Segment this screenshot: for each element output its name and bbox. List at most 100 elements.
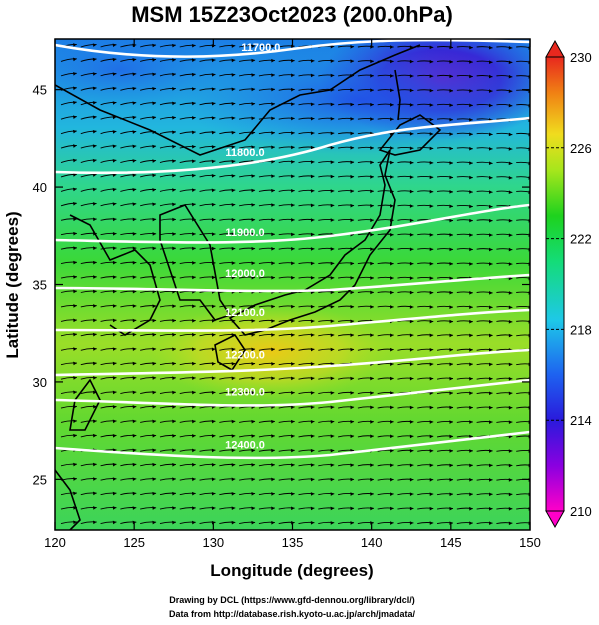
wind-arrow [397,290,414,295]
y-tick-label: 40 [33,180,47,195]
wind-arrow [159,434,176,438]
wind-arrow-head [489,218,493,223]
wind-arrow-head [350,434,355,439]
wind-arrow-head [469,348,473,352]
wind-arrow [159,318,176,323]
wind-arrow [456,103,473,108]
wind-arrow [417,161,434,165]
wind-arrow [298,376,315,381]
wind-arrow [278,87,295,92]
wind-arrow [337,492,355,496]
wind-arrow-head [271,477,275,482]
wind-arrow-shaft [516,277,530,279]
wind-arrow-head [449,333,454,338]
wind-arrow-head [390,290,394,295]
wind-arrow [239,362,256,366]
wind-arrow [239,116,256,121]
wind-arrow-head [271,304,275,309]
wind-arrow [258,174,275,179]
wind-arrow [60,491,77,496]
wind-arrow-head [73,260,77,265]
wind-arrow-head [310,434,315,439]
wind-arrow [60,361,77,366]
wind-arrow-head [271,448,275,453]
wind-arrow-head [488,204,493,209]
wind-arrow-head [73,390,77,395]
wind-arrow-head [489,362,493,367]
wind-arrow-head [508,60,513,65]
wind-arrow [318,506,335,511]
wind-arrow-head [390,232,394,237]
wind-arrow-head [350,405,355,410]
wind-arrow-head [429,347,434,352]
wind-arrow-head [211,376,216,381]
wind-arrow [417,204,434,208]
wind-arrow [239,347,256,352]
wind-arrow [357,506,374,511]
wind-arrow [476,175,493,180]
wind-arrow [436,88,454,93]
wind-arrow [397,204,414,208]
wind-arrow [436,333,454,338]
wind-arrow-head [172,101,176,106]
wind-arrow-head [390,117,394,122]
wind-arrow-head [310,463,315,467]
wind-arrow-head [172,130,176,135]
wind-arrow-head [291,492,295,496]
wind-arrow-head [73,304,77,308]
wind-arrow-head [489,291,493,295]
wind-arrow-head [330,131,335,136]
wind-arrow-head [112,376,117,380]
colorbar-ticks: 230 226 222 218 214 210 [546,50,592,519]
wind-arrow-head [469,74,473,79]
wind-arrow [159,43,176,48]
wind-arrow [140,188,157,192]
wind-arrow-head [390,477,394,482]
wind-arrow-head [112,246,117,251]
wind-arrow-head [350,276,355,280]
wind-arrow-head [152,58,157,62]
wind-arrow [417,319,434,324]
wind-arrow [199,232,216,236]
wind-arrow [476,333,493,338]
wind-arrow-head [251,319,256,323]
wind-arrow-head [390,305,394,309]
wind-arrow-head [172,318,176,323]
wind-arrow-head [191,145,196,149]
wind-arrow [496,420,513,425]
wind-arrow-head [251,174,256,178]
wind-arrow-head [508,218,513,223]
wind-arrow-head [271,347,275,352]
x-tick-label: 125 [123,535,145,550]
wind-arrow-head [489,449,493,453]
wind-arrow [219,174,236,178]
wind-arrow-head [508,507,513,511]
wind-arrow [239,174,256,178]
wind-arrow [357,146,374,150]
wind-arrow-head [370,88,374,93]
wind-arrow-head [251,58,256,63]
wind-arrow [357,247,374,251]
wind-arrow-head [350,44,355,49]
wind-arrow-head [350,102,355,107]
wind-arrow [278,391,295,395]
wind-arrow [357,160,374,165]
wind-arrow [377,420,394,424]
wind-arrow-head [508,74,513,79]
wind-arrow [417,290,434,295]
wind-arrow-head [251,275,256,280]
wind-arrow-head [271,44,275,49]
wind-arrow [60,289,77,294]
wind-arrow [159,101,176,106]
wind-arrow [318,333,335,337]
wind-arrow [496,262,513,266]
wind-arrow-head [132,173,137,178]
wind-arrow [496,463,513,468]
wind-arrow-shaft [516,291,530,294]
wind-arrow [179,405,196,409]
coast-taiwan [69,378,101,431]
wind-arrow-head [330,521,335,525]
wind-arrow [456,175,473,180]
wind-arrow-head [390,506,394,511]
wind-arrow-head [231,174,236,178]
